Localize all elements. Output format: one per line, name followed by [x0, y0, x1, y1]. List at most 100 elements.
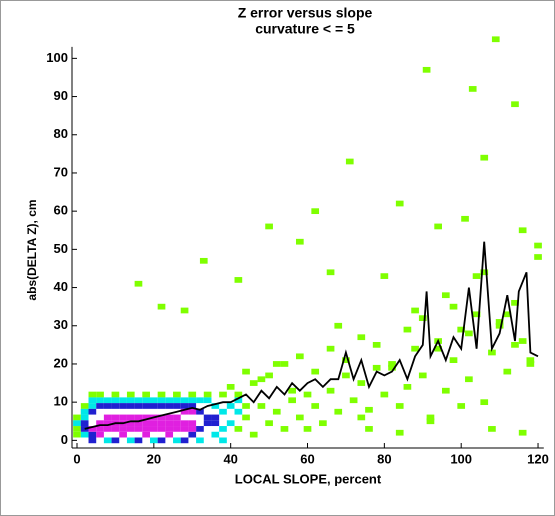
density-cell: [488, 426, 496, 432]
density-cell: [511, 299, 519, 306]
density-cell: [180, 403, 189, 409]
chart-title: Z error versus slope: [238, 5, 373, 21]
density-cell: [449, 303, 458, 310]
y-axis-label: abs(DELTA Z), cm: [25, 199, 39, 300]
density-cell: [96, 426, 104, 432]
density-cell: [173, 437, 181, 444]
density-cell: [103, 414, 112, 421]
density-cell: [142, 403, 150, 409]
x-tick-label: 40: [223, 451, 237, 466]
density-cell: [326, 269, 335, 276]
density-cell: [73, 431, 81, 438]
y-tick-label: 30: [54, 317, 68, 332]
density-cell: [126, 420, 135, 427]
density-cell: [395, 200, 404, 207]
density-cell: [119, 431, 127, 438]
density-cell: [165, 414, 174, 421]
density-cell: [411, 345, 419, 352]
density-cell: [511, 101, 519, 108]
density-cell: [295, 353, 304, 360]
density-cell: [468, 86, 477, 92]
density-cell: [418, 372, 427, 379]
density-cell: [211, 403, 220, 409]
density-cell: [326, 387, 335, 394]
density-cell: [96, 420, 104, 427]
x-tick-label: 80: [377, 451, 391, 466]
density-cell: [495, 319, 504, 325]
density-cell: [196, 437, 204, 444]
density-cell: [242, 403, 250, 409]
density-cell: [257, 403, 266, 409]
density-cell: [357, 380, 366, 386]
density-cell: [180, 408, 189, 415]
density-cell: [180, 426, 189, 432]
density-cell: [441, 292, 450, 299]
y-tick-label: 90: [54, 88, 68, 103]
density-cell: [349, 397, 358, 404]
density-cell: [165, 403, 174, 409]
density-cell: [88, 426, 97, 432]
mean-line: [84, 241, 539, 430]
density-cell: [134, 426, 143, 432]
density-cell: [388, 364, 396, 371]
density-cell: [180, 420, 189, 427]
density-cell: [372, 341, 381, 348]
density-cell: [188, 426, 197, 432]
density-cell: [465, 330, 473, 337]
x-tick-label: 20: [147, 451, 161, 466]
density-cell: [518, 227, 527, 234]
density-cell: [219, 408, 227, 415]
density-cell: [199, 257, 208, 264]
density-cell: [88, 431, 97, 438]
density-cell: [388, 361, 396, 367]
density-cell: [173, 414, 181, 421]
density-cell: [180, 397, 189, 404]
density-cell: [88, 408, 97, 415]
density-cell: [96, 403, 104, 409]
density-cell: [334, 322, 343, 329]
density-cell: [203, 391, 212, 398]
density-cell: [219, 391, 227, 398]
density-cell: [111, 403, 120, 409]
density-cell: [196, 426, 204, 432]
density-cell: [303, 391, 312, 398]
density-cell: [226, 384, 235, 390]
density-cell: [357, 414, 366, 421]
density-cell: [149, 426, 158, 432]
density-cell: [134, 414, 143, 421]
density-cell: [295, 238, 304, 245]
density-cell: [165, 431, 174, 438]
density-cell: [96, 431, 104, 438]
density-cell: [134, 397, 143, 404]
density-cell: [234, 426, 243, 432]
x-axis-label: LOCAL SLOPE, percent: [235, 471, 382, 486]
density-cell: [365, 406, 373, 413]
density-cell: [226, 403, 235, 409]
density-cell: [488, 349, 496, 356]
density-cell: [203, 414, 212, 421]
density-cell: [495, 322, 504, 329]
density-cell: [357, 334, 366, 341]
density-cell: [80, 403, 89, 409]
density-cell: [311, 208, 320, 215]
y-tick-label: 0: [61, 432, 68, 447]
density-cell: [142, 431, 150, 438]
density-cell: [226, 420, 235, 427]
density-cell: [441, 387, 450, 394]
density-cell: [188, 397, 197, 404]
density-cell: [126, 426, 135, 432]
density-cell: [103, 420, 112, 427]
density-cell: [422, 66, 431, 73]
x-tick-label: 100: [450, 451, 472, 466]
density-cell: [188, 431, 197, 438]
density-cell: [395, 403, 404, 409]
density-cell: [242, 368, 250, 375]
density-cell: [503, 368, 512, 375]
density-cell: [480, 269, 489, 276]
density-cell: [126, 391, 135, 398]
density-cell: [380, 391, 389, 398]
density-cell: [103, 437, 112, 444]
density-cell: [96, 391, 104, 398]
